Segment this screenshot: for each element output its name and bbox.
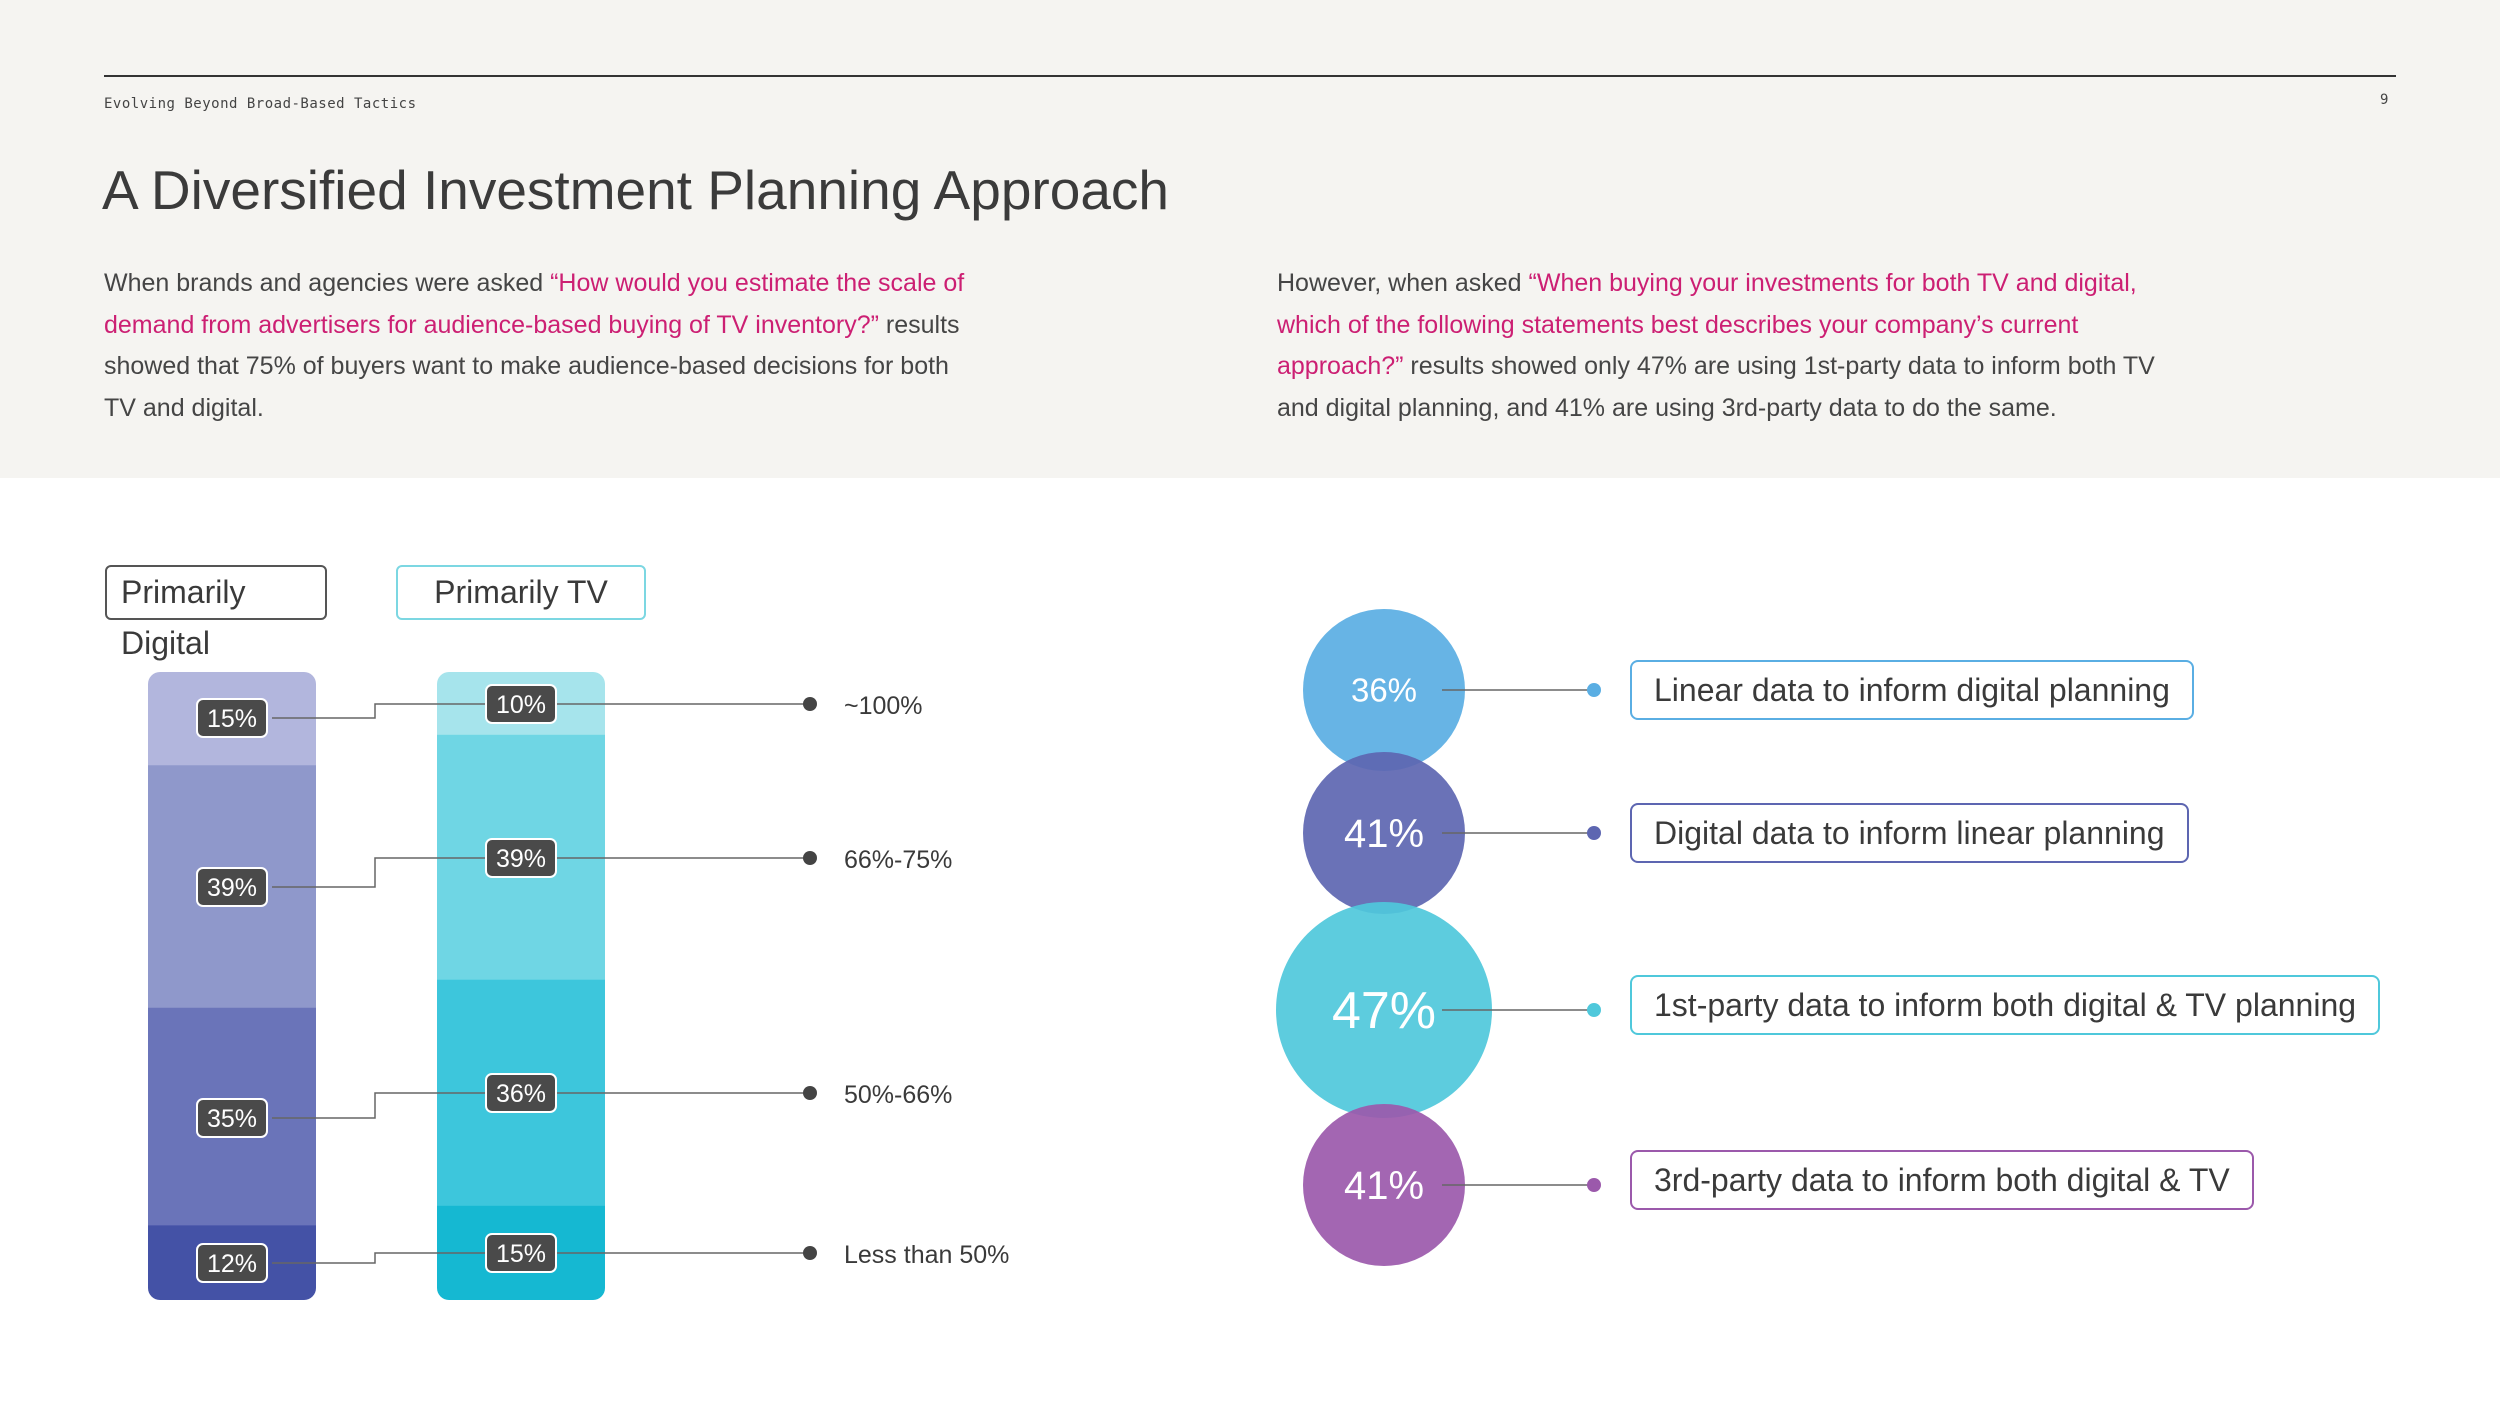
bubble-value-label: 41%	[1344, 812, 1424, 856]
bubble-category-label: 1st-party data to inform both digital & …	[1630, 975, 2381, 1035]
bubble-leader-dot	[1587, 683, 1601, 697]
value-badge-tv	[485, 1073, 557, 1113]
stacked-bar-chart: ~100% 15% 10% 66%-75% 39% 39% 50%-66% 35% 36% Les…	[148, 672, 1009, 1300]
legend-primarily-digital: Primarily Digital	[105, 565, 327, 661]
category-label: ~100%	[844, 692, 923, 720]
bubble-leader-dot	[1587, 1003, 1601, 1017]
value-badge-tv	[485, 684, 557, 724]
leader-dot	[803, 851, 817, 865]
value-label-tv: 39%	[496, 845, 546, 873]
value-badge-tv	[485, 838, 557, 878]
value-badge-digital	[196, 698, 268, 738]
bubble-category-label: Digital data to inform linear planning	[1630, 803, 2189, 863]
value-badge-digital	[196, 1098, 268, 1138]
value-label-digital: 35%	[207, 1105, 257, 1133]
value-badge-tv	[485, 1233, 557, 1273]
intro-left-lead: When brands and agencies were asked	[104, 269, 551, 297]
category-label: Less than 50%	[844, 1241, 1009, 1269]
value-label-digital: 15%	[207, 705, 257, 733]
bubble-category-label: 3rd-party data to inform both digital & …	[1630, 1150, 2254, 1210]
value-label-tv: 10%	[496, 691, 546, 719]
section-label: Evolving Beyond Broad-Based Tactics	[104, 96, 417, 112]
connector-line	[272, 1092, 485, 1119]
bubble-leader-dot	[1587, 1178, 1601, 1192]
intro-right-paragraph: However, when asked “When buying your in…	[1277, 263, 2187, 429]
header-band	[0, 0, 2500, 478]
leader-dot	[803, 1246, 817, 1260]
bubble	[1276, 902, 1492, 1118]
bubble	[1303, 609, 1465, 771]
connector-line	[272, 703, 485, 719]
category-label: 66%-75%	[844, 846, 952, 874]
connector-line	[272, 857, 485, 888]
bubble	[1303, 752, 1465, 914]
intro-left-tail: results showed that 75% of buyers want t…	[104, 310, 960, 422]
value-label-tv: 36%	[496, 1080, 546, 1108]
intro-right-tail: results showed only 47% are using 1st-pa…	[1277, 352, 2155, 422]
value-label-digital: 39%	[207, 874, 257, 902]
bubble-category-label: Linear data to inform digital planning	[1630, 660, 2194, 720]
category-label: 50%-66%	[844, 1081, 952, 1109]
value-label-tv: 15%	[496, 1240, 546, 1268]
bubble-value-label: 41%	[1344, 1164, 1424, 1208]
value-badge-digital	[196, 1243, 268, 1283]
intro-left-paragraph: When brands and agencies were asked “How…	[104, 263, 984, 429]
page-number: 9	[2380, 92, 2389, 108]
value-badge-digital	[196, 867, 268, 907]
leader-dot	[803, 1086, 817, 1100]
leader-dot	[803, 697, 817, 711]
intro-right-lead: However, when asked	[1277, 269, 1529, 297]
header-rule	[104, 75, 2396, 77]
intro-right-quote: “When buying your investments for both T…	[1277, 269, 2137, 380]
bubble	[1303, 1104, 1465, 1266]
bubble-value-label: 36%	[1351, 672, 1417, 709]
value-label-digital: 12%	[207, 1250, 257, 1278]
legend-primarily-tv: Primarily TV	[396, 565, 646, 620]
bubble-leader-dot	[1587, 826, 1601, 840]
intro-left-quote: “How would you estimate the scale of dem…	[104, 269, 965, 339]
bubble-value-label: 47%	[1332, 982, 1436, 1040]
page-title: A Diversified Investment Planning Approa…	[102, 159, 1169, 221]
connector-line	[272, 1252, 485, 1264]
